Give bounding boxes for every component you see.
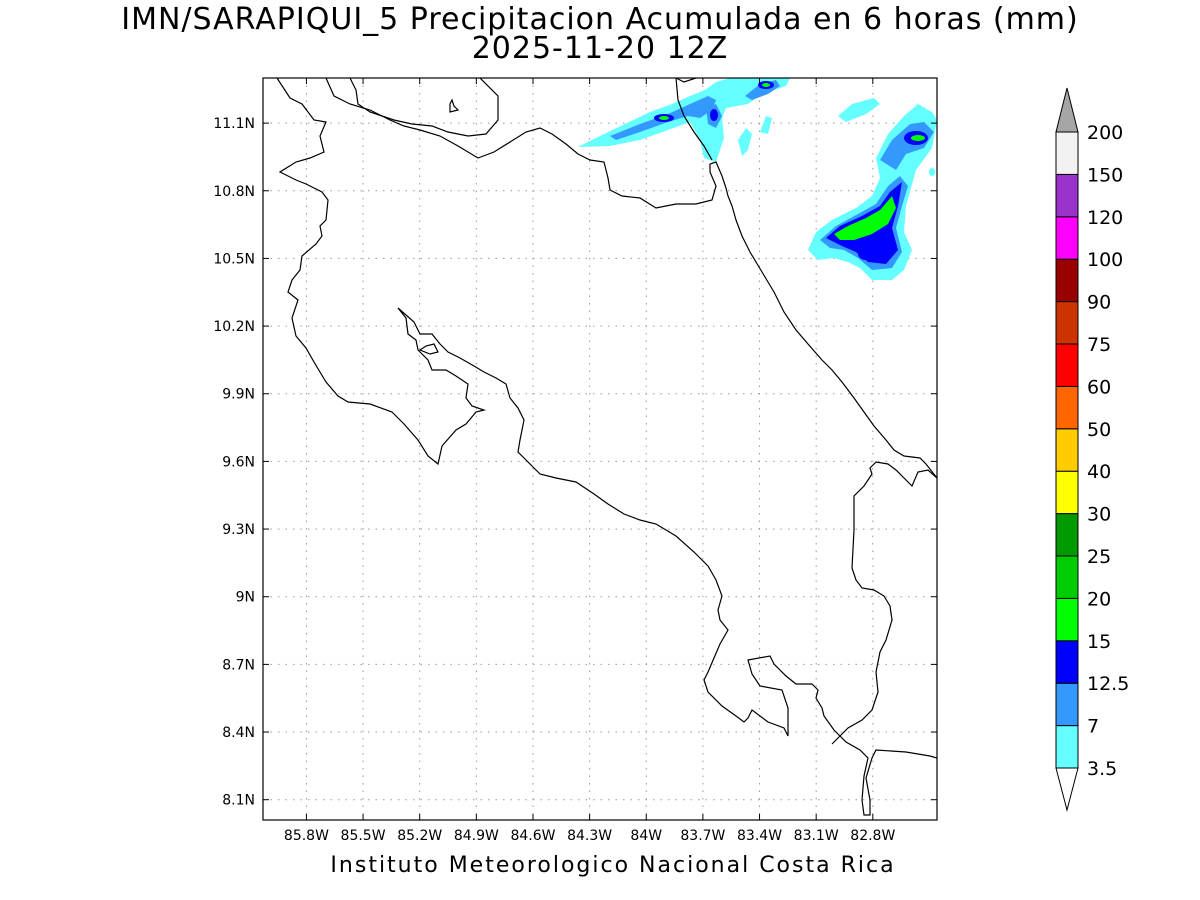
lat-tick-label: 8.7N [222,657,255,673]
coastline [276,78,937,816]
map-subtitle: 2025-11-20 12Z [471,31,729,66]
lat-tick-label: 11.1N [213,116,255,132]
colorbar-label: 75 [1087,334,1111,356]
precip-area-north-peak [762,83,770,87]
lat-tick-label: 8.4N [222,725,255,741]
map-grid [263,78,937,820]
colorbar-swatch [1055,216,1079,260]
lon-tick-label: 84W [630,828,662,844]
colorbar-swatch [1055,385,1079,430]
map-frame [262,77,938,821]
lon-tick-label: 84.6W [510,828,555,844]
colorbar-label: 25 [1087,546,1111,568]
colorbar-swatch [1055,131,1079,175]
lat-tick-label: 9.9N [222,387,255,403]
colorbar-swatch [1055,301,1079,345]
lon-tick-label: 85.8W [284,828,329,844]
colorbar-upper-arrow [1055,87,1079,133]
precip-area-north-light [578,78,790,162]
precip-area-north-light [760,116,772,134]
lon-tick-label: 85.5W [341,828,386,844]
latitude-axis: 8.1N 8.4N 8.7N 9N 9.3N 9.6N 9.9N 10.2N 10.5N 10.8… [213,116,937,809]
lon-tick-label: 84.3W [567,828,612,844]
lat-tick-label: 9.3N [222,522,255,538]
colorbar-legend: 3.5 7 12.5 15 20 25 30 40 50 60 75 90 100 120 150 200 [1055,87,1129,812]
precipitation-areas [578,78,937,280]
colorbar-label: 30 [1087,504,1111,526]
colorbar-label: 15 [1087,631,1111,653]
colorbar-lower-arrow [1055,767,1079,812]
colorbar-swatch [1055,725,1079,769]
colorbar-swatch [1055,513,1079,557]
lon-tick-label: 83.7W [680,828,725,844]
colorbar-label: 40 [1087,461,1111,483]
precip-area-north-light [738,128,752,156]
colorbar-swatch [1055,258,1079,303]
lon-tick-label: 82.8W [850,828,895,844]
precip-area-east-peak [911,135,925,141]
map-footer: Instituto Meteorologico Nacional Costa R… [330,853,896,878]
lat-tick-label: 8.1N [222,793,255,809]
colorbar-swatch [1055,640,1079,684]
precip-area-north-peak [659,116,669,120]
lon-tick-label: 85.2W [397,828,442,844]
longitude-axis: 85.8W 85.5W 85.2W 84.9W 84.6W 84.3W 84W 83.7W 83… [284,78,895,844]
lat-tick-label: 9.6N [222,454,255,470]
colorbar-swatch [1055,428,1079,472]
precip-area-east-light [838,98,880,122]
lat-tick-label: 10.2N [213,319,255,335]
colorbar-label: 200 [1087,122,1123,144]
colorbar-label: 20 [1087,588,1111,610]
colorbar-label: 60 [1087,376,1111,398]
colorbar-swatch [1055,597,1079,642]
colorbar-swatch [1055,682,1079,727]
colorbar-swatch [1055,555,1079,599]
lon-tick-label: 83.1W [794,828,839,844]
colorbar-label: 50 [1087,419,1111,441]
precip-area-east-heavy [858,248,874,260]
colorbar-swatch [1055,173,1079,218]
lat-tick-label: 9N [236,590,255,606]
colorbar-swatch [1055,470,1079,515]
colorbar-label: 7 [1087,716,1099,738]
colorbar-label: 90 [1087,292,1111,314]
colorbar-label: 150 [1087,164,1123,186]
colorbar-label: 3.5 [1087,758,1117,780]
precip-area-north-heavy [710,109,718,121]
map-title: IMN/SARAPIQUI_5 Precipitacion Acumulada … [121,2,1079,37]
colorbar-label: 120 [1087,207,1123,229]
lon-tick-label: 84.9W [454,828,499,844]
lat-tick-label: 10.5N [213,251,255,267]
lon-tick-label: 83.4W [737,828,782,844]
precip-area-east-peak [834,196,896,240]
precip-area-east-light [929,168,935,176]
colorbar-label: 100 [1087,249,1123,271]
lat-tick-label: 10.8N [213,184,255,200]
colorbar-swatch [1055,343,1079,387]
colorbar-label: 12.5 [1087,673,1129,695]
